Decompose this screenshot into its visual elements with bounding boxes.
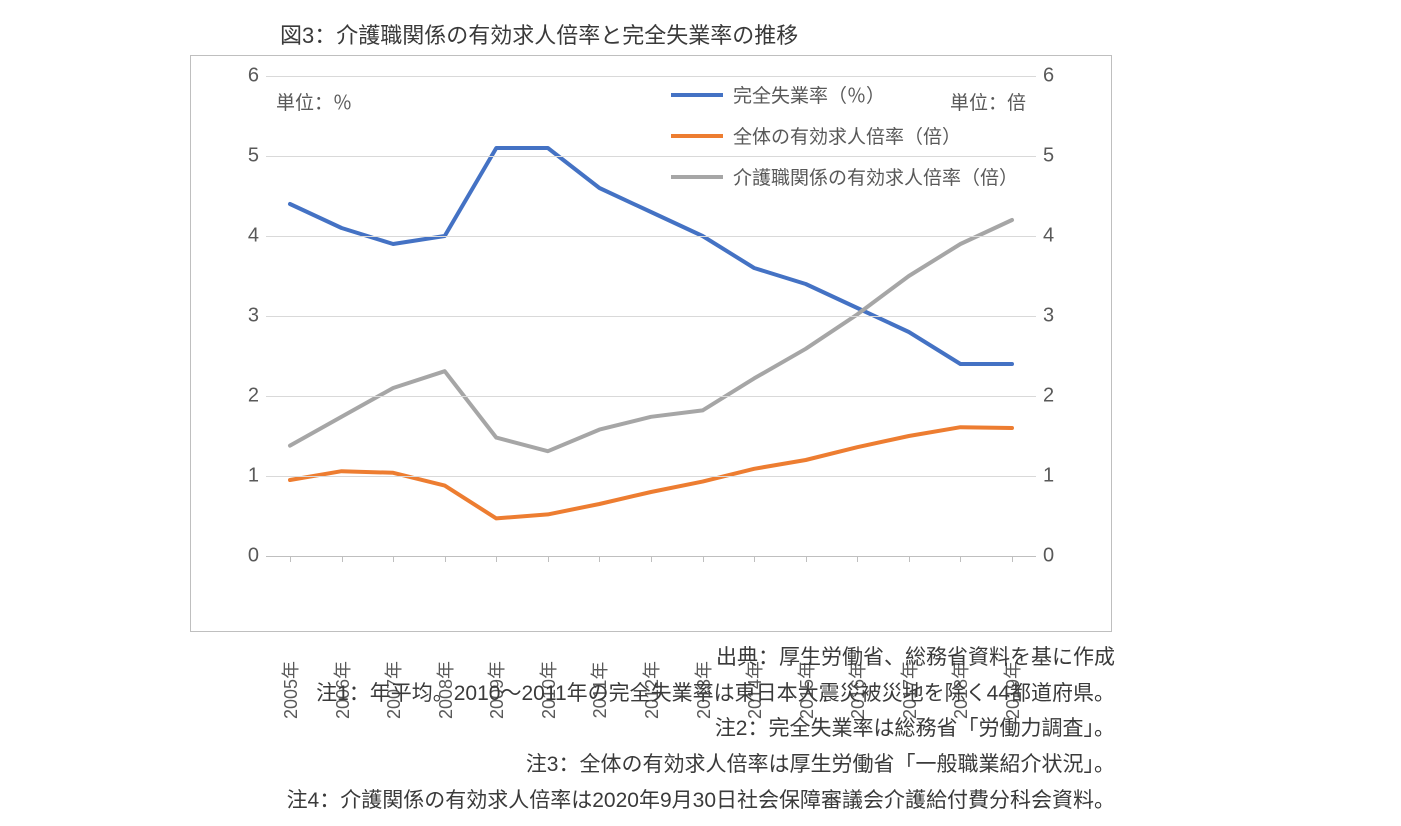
gridline — [266, 156, 1036, 157]
gridline — [266, 236, 1036, 237]
gridline — [266, 316, 1036, 317]
series-line-overall_ratio — [290, 427, 1012, 518]
y-tick-left-label: 0 — [219, 545, 259, 568]
gridline — [266, 556, 1036, 557]
note-2: 注2：完全失業率は総務省「労働力調査」。 — [0, 711, 1115, 747]
note-1: 注1：年平均。2010～2011年の完全失業率は東日本大震災被災地を除く44都道… — [0, 676, 1115, 712]
y-tick-left-label: 1 — [219, 465, 259, 488]
note-3: 注3：全体の有効求人倍率は厚生労働省「一般職業紹介状況」。 — [0, 747, 1115, 783]
y-tick-right-label: 0 — [1043, 545, 1083, 568]
y-tick-right-label: 1 — [1043, 465, 1083, 488]
y-tick-left-label: 4 — [219, 225, 259, 248]
y-tick-left-label: 2 — [219, 385, 259, 408]
chart-container: 単位：％ 単位：倍 完全失業率（％）全体の有効求人倍率（倍）介護職関係の有効求人… — [190, 55, 1112, 632]
y-tick-left-label: 3 — [219, 305, 259, 328]
y-tick-right-label: 6 — [1043, 65, 1083, 88]
notes-block: 出典：厚生労働省、総務省資料を基に作成 注1：年平均。2010～2011年の完全… — [0, 640, 1115, 818]
series-line-care_ratio — [290, 220, 1012, 451]
gridline — [266, 476, 1036, 477]
y-tick-right-label: 3 — [1043, 305, 1083, 328]
note-source: 出典：厚生労働省、総務省資料を基に作成 — [0, 640, 1115, 676]
gridline — [266, 76, 1036, 77]
y-tick-left-label: 5 — [219, 145, 259, 168]
chart-title: 図3：介護職関係の有効求人倍率と完全失業率の推移 — [280, 18, 798, 50]
gridline — [266, 396, 1036, 397]
y-tick-right-label: 2 — [1043, 385, 1083, 408]
note-4: 注4：介護関係の有効求人倍率は2020年9月30日社会保障審議会介護給付費分科会… — [0, 783, 1115, 819]
y-tick-right-label: 5 — [1043, 145, 1083, 168]
series-line-unemployment — [290, 148, 1012, 364]
y-tick-left-label: 6 — [219, 65, 259, 88]
y-tick-right-label: 4 — [1043, 225, 1083, 248]
